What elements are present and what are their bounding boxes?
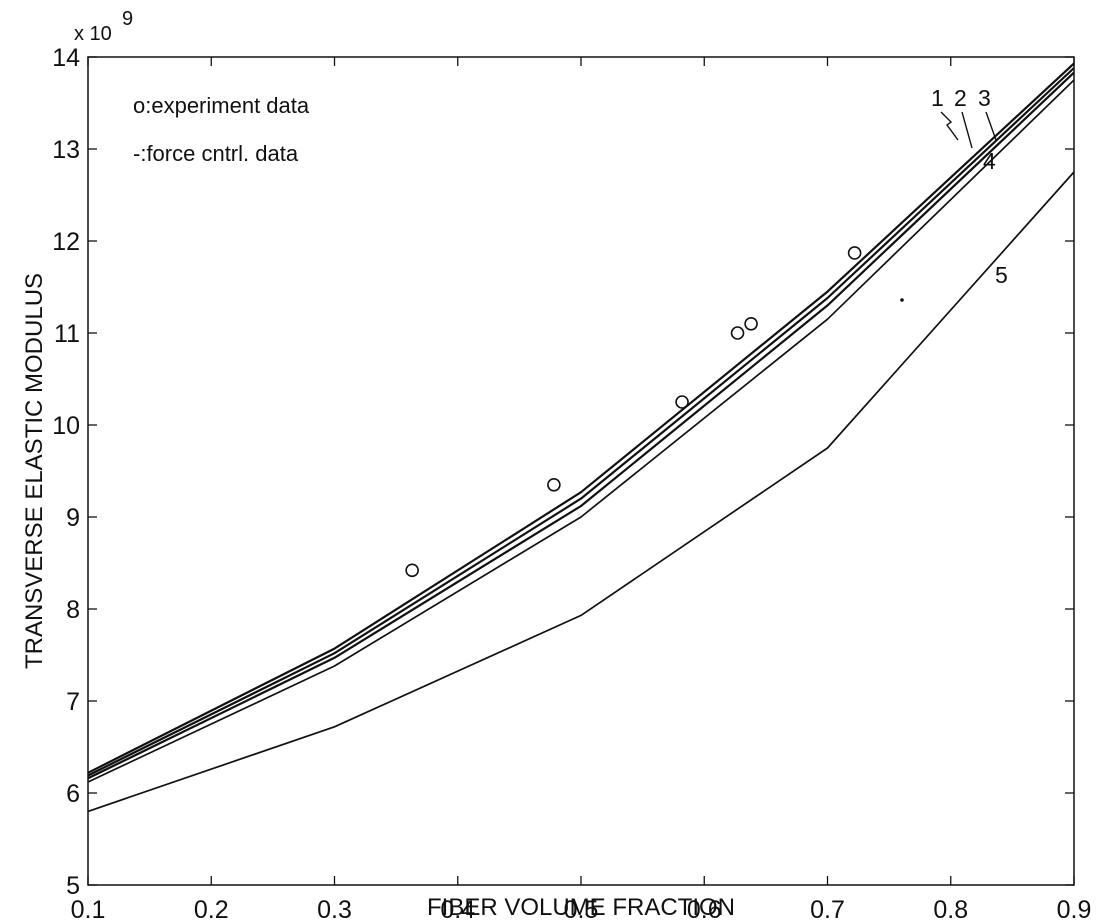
experiment-point: [547, 477, 561, 492]
x-tick-label: 0.7: [810, 896, 845, 922]
curve-label-2-pointer: [961, 111, 973, 149]
curve-label-4: 4: [983, 148, 996, 174]
experiment-point: [405, 563, 419, 578]
curve-label-1: 1: [931, 85, 944, 111]
x-tick-label: 0.4: [440, 896, 475, 922]
y-tick-label: 6: [66, 780, 80, 808]
ticks: [87, 56, 1075, 886]
y-tick-label: 7: [66, 688, 80, 716]
experiment-point: [730, 326, 745, 340]
x-tick-label: 0.8: [933, 896, 968, 922]
experiment-point: [744, 316, 758, 331]
tick-labels: 0.1 0.2 0.3 0.4 0.5 0.6 0.7 0.8 0.95678910111213…: [52, 44, 1091, 922]
y-tick-label: 10: [52, 412, 80, 440]
x-axis-title: FIBER VOLUME FRACTION: [427, 894, 735, 921]
series-line-1: [87, 62, 1075, 774]
y-tick-label: 11: [54, 320, 80, 348]
experiment-point: [847, 246, 862, 260]
y-tick-label: 5: [66, 872, 80, 900]
curve-label-5: 5: [995, 262, 1008, 288]
x-tick-label: 0.6: [687, 896, 722, 922]
y-multiplier-label: x 10: [74, 23, 112, 45]
series-line-4: [87, 79, 1075, 783]
x-tick-label: 0.1: [71, 896, 106, 922]
experiment-points: [405, 246, 862, 578]
y-tick-label: 13: [52, 136, 80, 164]
y-axis-title: TRANSVERSE ELASTIC MODULUS: [21, 273, 48, 669]
series-line-3: [87, 71, 1075, 780]
curve-label-1-pointer: [940, 111, 959, 141]
y-tick-label: 14: [52, 44, 80, 72]
curve-label-3-pointer: [985, 111, 997, 141]
experiment-point: [675, 395, 689, 409]
curve-label-2: 2: [954, 85, 967, 111]
series-line-2: [87, 67, 1075, 777]
y-tick-label: 12: [52, 228, 80, 256]
x-tick-label: 0.2: [194, 896, 229, 922]
x-tick-label: 0.3: [317, 896, 352, 922]
series-line-5: [87, 171, 1075, 813]
y-tick-label: 9: [66, 504, 80, 532]
legend-entry-experiment: o:experiment data: [133, 93, 310, 118]
y-multiplier-exponent: 9: [122, 8, 133, 30]
legend-entry-force-control: -:force cntrl. data: [133, 141, 299, 166]
y-tick-label: 8: [66, 596, 80, 624]
curve-label-3: 3: [978, 85, 991, 111]
x-tick-label: 0.5: [564, 896, 599, 922]
stray-dot: [900, 298, 904, 302]
x-tick-label: 0.9: [1057, 896, 1092, 922]
series-lines: [87, 62, 1075, 813]
